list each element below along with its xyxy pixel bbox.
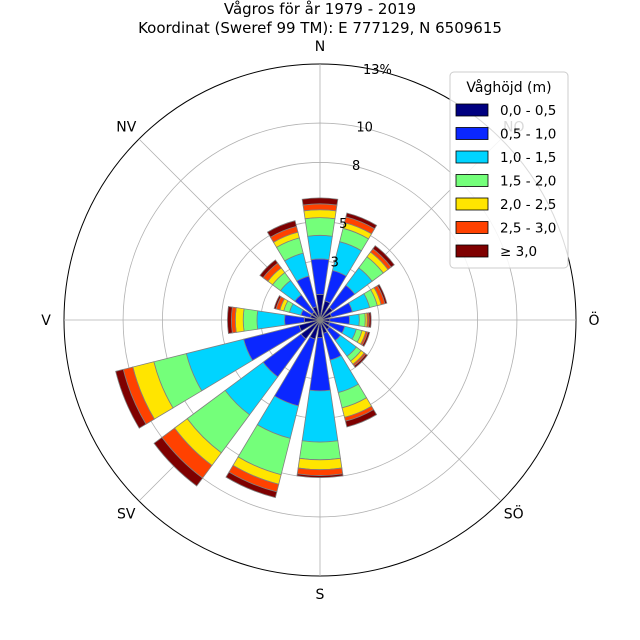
rose-bar-segment: [303, 209, 337, 220]
rose-bar-segment: [353, 353, 368, 368]
rose-bar-segment: [259, 259, 279, 279]
rose-bar-segment: [301, 197, 339, 206]
legend-swatch: [455, 244, 489, 258]
rose-bar-segment: [304, 217, 336, 237]
chart-subtitle: Koordinat (Sweref 99 TM): E 777129, N 65…: [138, 19, 502, 37]
legend-entry-label: 2,5 - 3,0: [500, 221, 556, 237]
rose-bar-segment: [299, 440, 341, 461]
rose-bar-segment: [284, 314, 305, 326]
rose-bar-segment: [297, 457, 343, 470]
chart-title: Vågros för år 1979 - 2019: [224, 0, 416, 18]
rose-bar-segment: [296, 473, 344, 478]
rose-bar-segment: [227, 306, 233, 334]
rose-bar-segment: [368, 312, 372, 328]
direction-label-o: Ö: [588, 311, 599, 329]
wave-rose-bars: [115, 197, 395, 499]
direction-label-n: N: [315, 39, 325, 55]
legend-swatch: [455, 197, 489, 211]
rose-bar-segment: [344, 409, 378, 428]
radial-tick-labels: 3 5 8 10 13%: [331, 63, 392, 270]
rose-bar-segment: [256, 310, 286, 330]
radial-tick-label: 10: [356, 121, 373, 136]
radial-tick-label: 3: [331, 255, 339, 270]
legend-entry-label: 0,5 - 1,0: [500, 127, 556, 143]
rose-bar-segment: [115, 368, 147, 429]
rose-bar-segment: [345, 212, 378, 230]
rose-bar-segment: [242, 308, 259, 332]
direction-label-s: S: [316, 587, 325, 603]
legend-entry-label: 2,0 - 2,5: [500, 197, 556, 213]
legend-box: [449, 71, 569, 269]
radial-tick-label: 5: [339, 217, 347, 232]
rose-bar-segment: [234, 307, 245, 333]
legend-swatch: [455, 103, 489, 117]
rose-bar-segment: [225, 471, 278, 499]
rose-bar-segment: [273, 295, 282, 310]
rose-bar-segment: [348, 313, 360, 327]
legend-entry-label: ≥ 3,0: [500, 244, 537, 260]
legend-entry-label: 1,0 - 1,5: [500, 150, 556, 166]
legend-entry-label: 1,5 - 2,0: [500, 174, 556, 190]
rose-bar-segment: [376, 284, 388, 305]
rose-bar-segment: [361, 331, 371, 347]
legend-swatch: [455, 150, 489, 164]
rose-bar-segment: [302, 203, 338, 212]
direction-label-nv: NV: [116, 119, 136, 135]
legend: Våghöjd (m) 0,0 - 0,5 0,5 - 1,0 1,0 - 1,5 1…: [449, 71, 569, 269]
rose-bar-segment: [358, 312, 366, 328]
direction-label-so: SÖ: [504, 505, 524, 523]
legend-swatch: [455, 127, 489, 140]
rose-bar-segment: [372, 245, 395, 268]
radial-tick-label: 8: [352, 159, 360, 174]
rose-bar-segment: [310, 258, 330, 296]
rose-bar-segment: [153, 436, 204, 487]
legend-swatch: [455, 174, 489, 187]
radial-tick-label: 13%: [363, 63, 392, 78]
legend-swatch: [455, 221, 489, 234]
legend-title: Våghöjd (m): [466, 79, 551, 96]
rose-bar-segment: [301, 389, 339, 443]
direction-label-sv: SV: [117, 507, 136, 523]
rose-bar-segment: [266, 220, 297, 238]
direction-label-v: V: [41, 313, 51, 329]
rose-bar-segment: [307, 234, 333, 261]
legend-entry-label: 0,0 - 0,5: [500, 103, 556, 119]
